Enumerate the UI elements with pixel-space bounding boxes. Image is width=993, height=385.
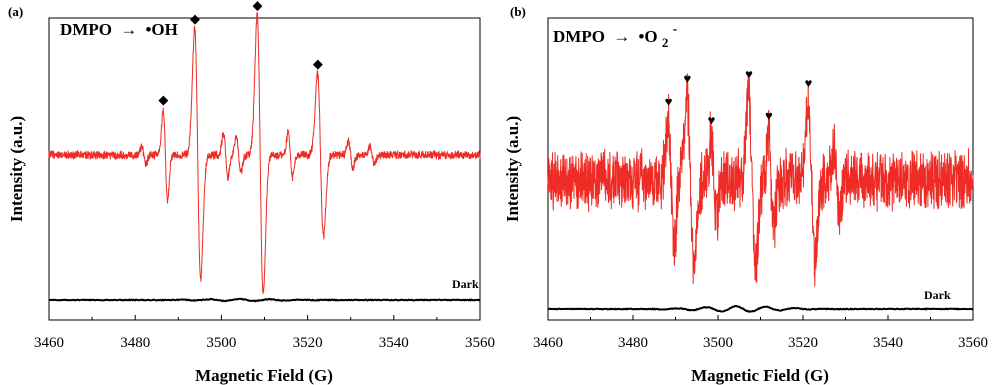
- y-axis-title-b: Intensity (a.u.): [503, 116, 522, 222]
- red-spectrum-a: [48, 12, 481, 294]
- panel-b: (b) DMPO → •O 2 - Dark ♥ ♥ ♥ ♥ ♥ ♥ 3460 3480 35…: [503, 4, 988, 385]
- peak-marker-a-3: ◆: [313, 56, 323, 71]
- plot-frame-b: [547, 17, 974, 321]
- dark-spectrum-b: [547, 304, 974, 313]
- x-tick-label-b-5: 3560: [958, 335, 988, 351]
- dark-label-b: Dark: [924, 288, 951, 302]
- x-axis-title-b: Magnetic Field (G): [691, 366, 829, 385]
- x-tick-label-b-4: 3540: [873, 335, 903, 351]
- peak-marker-b-4: ♥: [765, 108, 773, 123]
- y-axis-title-a: Intensity (a.u.): [7, 116, 26, 222]
- x-axis-title-a: Magnetic Field (G): [195, 366, 333, 385]
- x-tick-label-b-3: 3520: [788, 335, 818, 351]
- x-tick-label-a-1: 3480: [120, 335, 150, 351]
- panel-b-label: (b): [510, 4, 526, 19]
- x-tick-label-b-1: 3480: [618, 335, 648, 351]
- peak-marker-b-3: ♥: [745, 67, 753, 82]
- x-tick-label-a-5: 3560: [465, 335, 495, 351]
- x-tick-label-b-2: 3500: [703, 335, 733, 351]
- peak-marker-a-1: ◆: [190, 11, 200, 26]
- peak-marker-a-2: ◆: [252, 0, 262, 12]
- panel-a: (a) DMPO → •OH Dark ◆ ◆ ◆ ◆ 3460 3480 3500 352…: [7, 0, 495, 385]
- peak-marker-a-0: ◆: [158, 92, 168, 107]
- panel-b-annotation: DMPO → •O 2 -: [553, 22, 678, 51]
- panel-a-label: (a): [8, 4, 23, 19]
- x-tick-label-a-0: 3460: [34, 335, 64, 351]
- peak-marker-b-1: ♥: [683, 71, 691, 86]
- x-tick-label-a-4: 3540: [379, 335, 409, 351]
- peak-marker-b-0: ♥: [665, 94, 673, 109]
- panel-a-annotation: DMPO → •OH: [60, 20, 178, 39]
- dark-spectrum-a: [48, 297, 481, 303]
- x-tick-label-a-2: 3500: [206, 335, 236, 351]
- x-tick-label-a-3: 3520: [293, 335, 323, 351]
- red-spectrum-b: [547, 73, 974, 287]
- dark-label-a: Dark: [452, 277, 479, 291]
- x-tick-label-b-0: 3460: [533, 335, 563, 351]
- peak-marker-b-5: ♥: [805, 76, 813, 91]
- peak-marker-b-2: ♥: [708, 113, 716, 128]
